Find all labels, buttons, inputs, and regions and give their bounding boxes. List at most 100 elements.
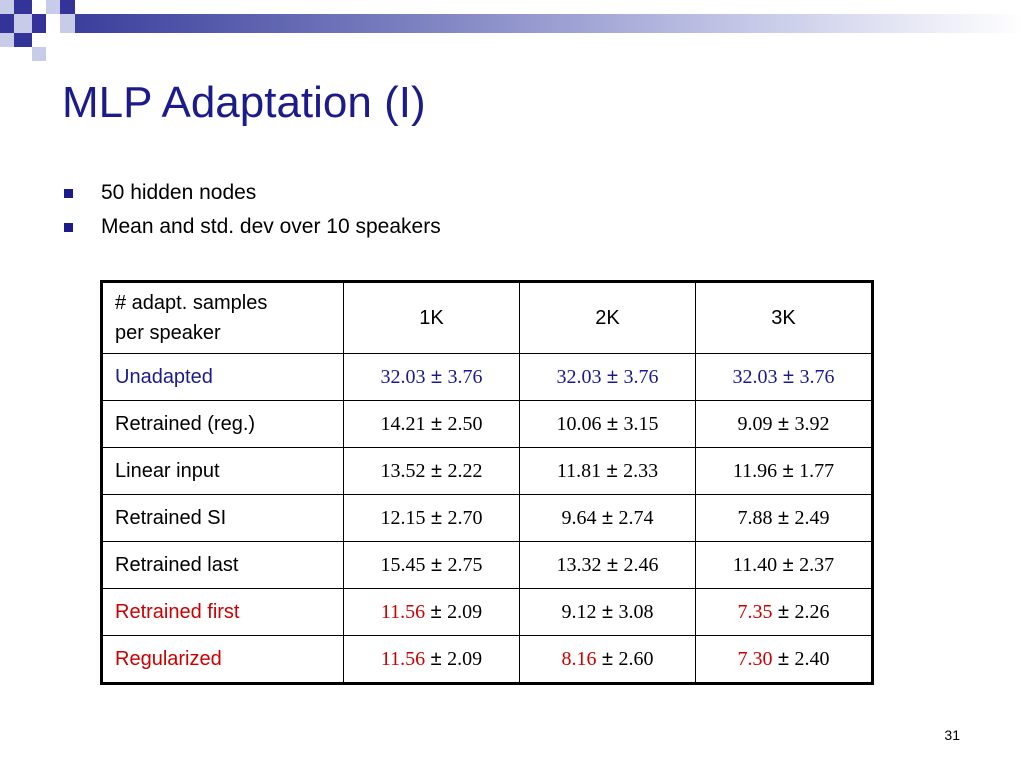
column-header: 2K bbox=[519, 281, 696, 354]
value-cell: 9.12 ± 3.08 bbox=[519, 588, 696, 636]
decor-square bbox=[0, 14, 14, 33]
std-value: 2.09 bbox=[447, 600, 483, 623]
plus-minus-sign: ± bbox=[425, 365, 448, 388]
mean-value: 32.03 bbox=[732, 365, 778, 388]
std-value: 3.76 bbox=[447, 365, 483, 388]
mean-value: 7.35 bbox=[737, 600, 773, 623]
mean-value: 9.09 bbox=[737, 412, 773, 435]
std-value: 2.74 bbox=[618, 506, 654, 529]
row-label: Retrained first bbox=[101, 588, 344, 636]
mean-value: 8.16 bbox=[561, 647, 597, 670]
table-header-row: # adapt. samples per speaker 1K 2K 3K bbox=[101, 281, 873, 354]
std-value: 2.49 bbox=[794, 506, 830, 529]
row-label: Linear input bbox=[101, 447, 344, 495]
plus-minus-sign: ± bbox=[772, 412, 795, 435]
mean-value: 11.56 bbox=[380, 600, 426, 623]
value-cell: 14.21 ± 2.50 bbox=[343, 400, 520, 448]
header-corner-line: # adapt. samples bbox=[115, 292, 268, 314]
plus-minus-sign: ± bbox=[425, 459, 448, 482]
table-row: Retrained SI 12.15 ± 2.70 9.64 ± 2.74 7.88 … bbox=[101, 494, 873, 542]
bullet-item: Mean and std. dev over 10 speakers bbox=[62, 210, 441, 244]
plus-minus-sign: ± bbox=[772, 647, 795, 670]
value-cell: 9.64 ± 2.74 bbox=[519, 494, 696, 542]
mean-value: 11.81 bbox=[556, 459, 602, 482]
mean-value: 13.32 bbox=[556, 553, 602, 576]
plus-minus-sign: ± bbox=[601, 553, 624, 576]
std-value: 2.40 bbox=[794, 647, 830, 670]
plus-minus-sign: ± bbox=[425, 412, 448, 435]
bullet-text: 50 hidden nodes bbox=[101, 181, 257, 204]
value-cell: 32.03 ± 3.76 bbox=[695, 353, 873, 401]
plus-minus-sign: ± bbox=[596, 647, 619, 670]
bullet-text: Mean and std. dev over 10 speakers bbox=[101, 215, 441, 238]
plus-minus-sign: ± bbox=[777, 553, 800, 576]
header-gradient-bar bbox=[75, 14, 1024, 33]
mean-value: 10.06 bbox=[556, 412, 602, 435]
mean-value: 15.45 bbox=[380, 553, 426, 576]
plus-minus-sign: ± bbox=[596, 600, 619, 623]
row-label: Retrained (reg.) bbox=[101, 400, 344, 448]
std-value: 2.22 bbox=[447, 459, 483, 482]
std-value: 2.60 bbox=[618, 647, 654, 670]
table-row: Retrained (reg.) 14.21 ± 2.50 10.06 ± 3.15… bbox=[101, 400, 873, 448]
row-label: Regularized bbox=[101, 635, 344, 684]
std-value: 2.09 bbox=[447, 647, 483, 670]
mean-value: 7.88 bbox=[737, 506, 773, 529]
plus-minus-sign: ± bbox=[425, 600, 448, 623]
plus-minus-sign: ± bbox=[425, 553, 448, 576]
value-cell: 7.88 ± 2.49 bbox=[695, 494, 873, 542]
std-value: 2.75 bbox=[447, 553, 483, 576]
decor-square bbox=[0, 0, 14, 14]
std-value: 3.08 bbox=[618, 600, 654, 623]
mean-value: 9.64 bbox=[561, 506, 597, 529]
value-cell: 8.16 ± 2.60 bbox=[519, 635, 696, 684]
mean-value: 12.15 bbox=[380, 506, 426, 529]
square-bullet-icon bbox=[64, 222, 73, 232]
plus-minus-sign: ± bbox=[601, 412, 624, 435]
decor-square bbox=[32, 14, 46, 33]
table-row: Linear input 13.52 ± 2.22 11.81 ± 2.33 11.9… bbox=[101, 447, 873, 495]
std-value: 2.26 bbox=[794, 600, 830, 623]
value-cell: 11.40 ± 2.37 bbox=[695, 541, 873, 589]
value-cell: 12.15 ± 2.70 bbox=[343, 494, 520, 542]
bullet-list: 50 hidden nodes Mean and std. dev over 1… bbox=[62, 176, 441, 244]
mean-value: 32.03 bbox=[380, 365, 426, 388]
bullet-item: 50 hidden nodes bbox=[62, 176, 441, 210]
value-cell: 11.56 ± 2.09 bbox=[343, 635, 520, 684]
value-cell: 11.96 ± 1.77 bbox=[695, 447, 873, 495]
value-cell: 7.35 ± 2.26 bbox=[695, 588, 873, 636]
decor-square bbox=[60, 0, 75, 14]
plus-minus-sign: ± bbox=[777, 459, 800, 482]
row-label: Unadapted bbox=[101, 353, 344, 401]
std-value: 2.70 bbox=[447, 506, 483, 529]
mean-value: 32.03 bbox=[556, 365, 602, 388]
column-header: 1K bbox=[343, 281, 520, 354]
mean-value: 9.12 bbox=[561, 600, 597, 623]
results-table: # adapt. samples per speaker 1K 2K 3K Un… bbox=[100, 280, 874, 685]
value-cell: 10.06 ± 3.15 bbox=[519, 400, 696, 448]
plus-minus-sign: ± bbox=[601, 365, 624, 388]
header-corner-cell: # adapt. samples per speaker bbox=[101, 281, 344, 354]
row-label: Retrained SI bbox=[101, 494, 344, 542]
mean-value: 11.96 bbox=[732, 459, 778, 482]
mean-value: 11.56 bbox=[380, 647, 426, 670]
value-cell: 13.52 ± 2.22 bbox=[343, 447, 520, 495]
mean-value: 14.21 bbox=[380, 412, 426, 435]
decor-square bbox=[60, 14, 75, 33]
plus-minus-sign: ± bbox=[772, 600, 795, 623]
std-value: 3.15 bbox=[623, 412, 659, 435]
std-value: 2.50 bbox=[447, 412, 483, 435]
table-row: Regularized 11.56 ± 2.09 8.16 ± 2.60 7.30 ±… bbox=[101, 635, 873, 684]
mean-value: 7.30 bbox=[737, 647, 773, 670]
header-corner-line: per speaker bbox=[115, 322, 221, 344]
plus-minus-sign: ± bbox=[772, 506, 795, 529]
plus-minus-sign: ± bbox=[425, 506, 448, 529]
row-label: Retrained last bbox=[101, 541, 344, 589]
slide-title: MLP Adaptation (I) bbox=[62, 78, 426, 127]
plus-minus-sign: ± bbox=[601, 459, 624, 482]
value-cell: 32.03 ± 3.76 bbox=[343, 353, 520, 401]
plus-minus-sign: ± bbox=[425, 647, 448, 670]
value-cell: 9.09 ± 3.92 bbox=[695, 400, 873, 448]
std-value: 2.46 bbox=[623, 553, 659, 576]
